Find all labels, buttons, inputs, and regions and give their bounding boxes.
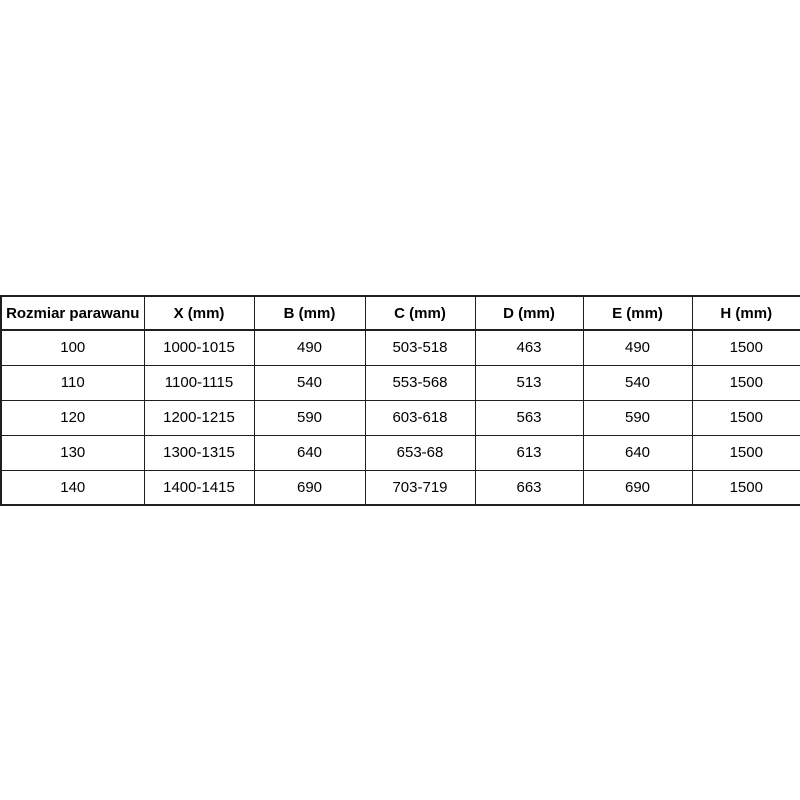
column-header: B (mm) <box>253 295 366 331</box>
column-header: H (mm) <box>691 295 800 331</box>
table-cell: 1000-1015 <box>143 329 255 366</box>
column-header: E (mm) <box>582 295 693 331</box>
table-cell: 100 <box>0 329 145 366</box>
table-cell: 1300-1315 <box>143 434 255 471</box>
table-cell: 490 <box>253 329 366 366</box>
size-table: Rozmiar parawanu X (mm) B (mm) C (mm) D (mm)… <box>0 295 800 506</box>
table-cell: 1200-1215 <box>143 399 255 436</box>
table-cell: 1500 <box>691 329 800 366</box>
table-cell: 1400-1415 <box>143 469 255 506</box>
table-row: 120 1200-1215 590 603-618 563 590 1500 <box>0 399 800 436</box>
table-cell: 590 <box>582 399 693 436</box>
table-cell: 553-568 <box>364 364 476 401</box>
table-cell: 690 <box>582 469 693 506</box>
table-cell: 703-719 <box>364 469 476 506</box>
table-cell: 1500 <box>691 399 800 436</box>
header-row: Rozmiar parawanu X (mm) B (mm) C (mm) D (mm)… <box>0 295 800 331</box>
column-header: D (mm) <box>474 295 584 331</box>
table-cell: 590 <box>253 399 366 436</box>
size-table-container: Rozmiar parawanu X (mm) B (mm) C (mm) D (mm)… <box>0 295 800 506</box>
table-cell: 690 <box>253 469 366 506</box>
size-table-header: Rozmiar parawanu X (mm) B (mm) C (mm) D (mm)… <box>0 295 800 331</box>
table-cell: 1500 <box>691 469 800 506</box>
table-cell: 513 <box>474 364 584 401</box>
table-cell: 653-68 <box>364 434 476 471</box>
table-cell: 110 <box>0 364 145 401</box>
column-header: X (mm) <box>143 295 255 331</box>
table-row: 100 1000-1015 490 503-518 463 490 1500 <box>0 329 800 366</box>
table-cell: 1500 <box>691 364 800 401</box>
table-cell: 503-518 <box>364 329 476 366</box>
table-cell: 640 <box>582 434 693 471</box>
table-cell: 1500 <box>691 434 800 471</box>
table-cell: 463 <box>474 329 584 366</box>
column-header: C (mm) <box>364 295 476 331</box>
table-cell: 540 <box>582 364 693 401</box>
column-header: Rozmiar parawanu <box>0 295 145 331</box>
table-row: 140 1400-1415 690 703-719 663 690 1500 <box>0 469 800 506</box>
table-cell: 490 <box>582 329 693 366</box>
table-cell: 120 <box>0 399 145 436</box>
table-cell: 130 <box>0 434 145 471</box>
table-cell: 640 <box>253 434 366 471</box>
size-table-body: 100 1000-1015 490 503-518 463 490 1500 110 1100-… <box>0 329 800 506</box>
table-cell: 663 <box>474 469 584 506</box>
table-cell: 563 <box>474 399 584 436</box>
table-cell: 603-618 <box>364 399 476 436</box>
table-cell: 613 <box>474 434 584 471</box>
table-cell: 1100-1115 <box>143 364 255 401</box>
table-row: 110 1100-1115 540 553-568 513 540 1500 <box>0 364 800 401</box>
table-cell: 540 <box>253 364 366 401</box>
table-cell: 140 <box>0 469 145 506</box>
table-row: 130 1300-1315 640 653-68 613 640 1500 <box>0 434 800 471</box>
